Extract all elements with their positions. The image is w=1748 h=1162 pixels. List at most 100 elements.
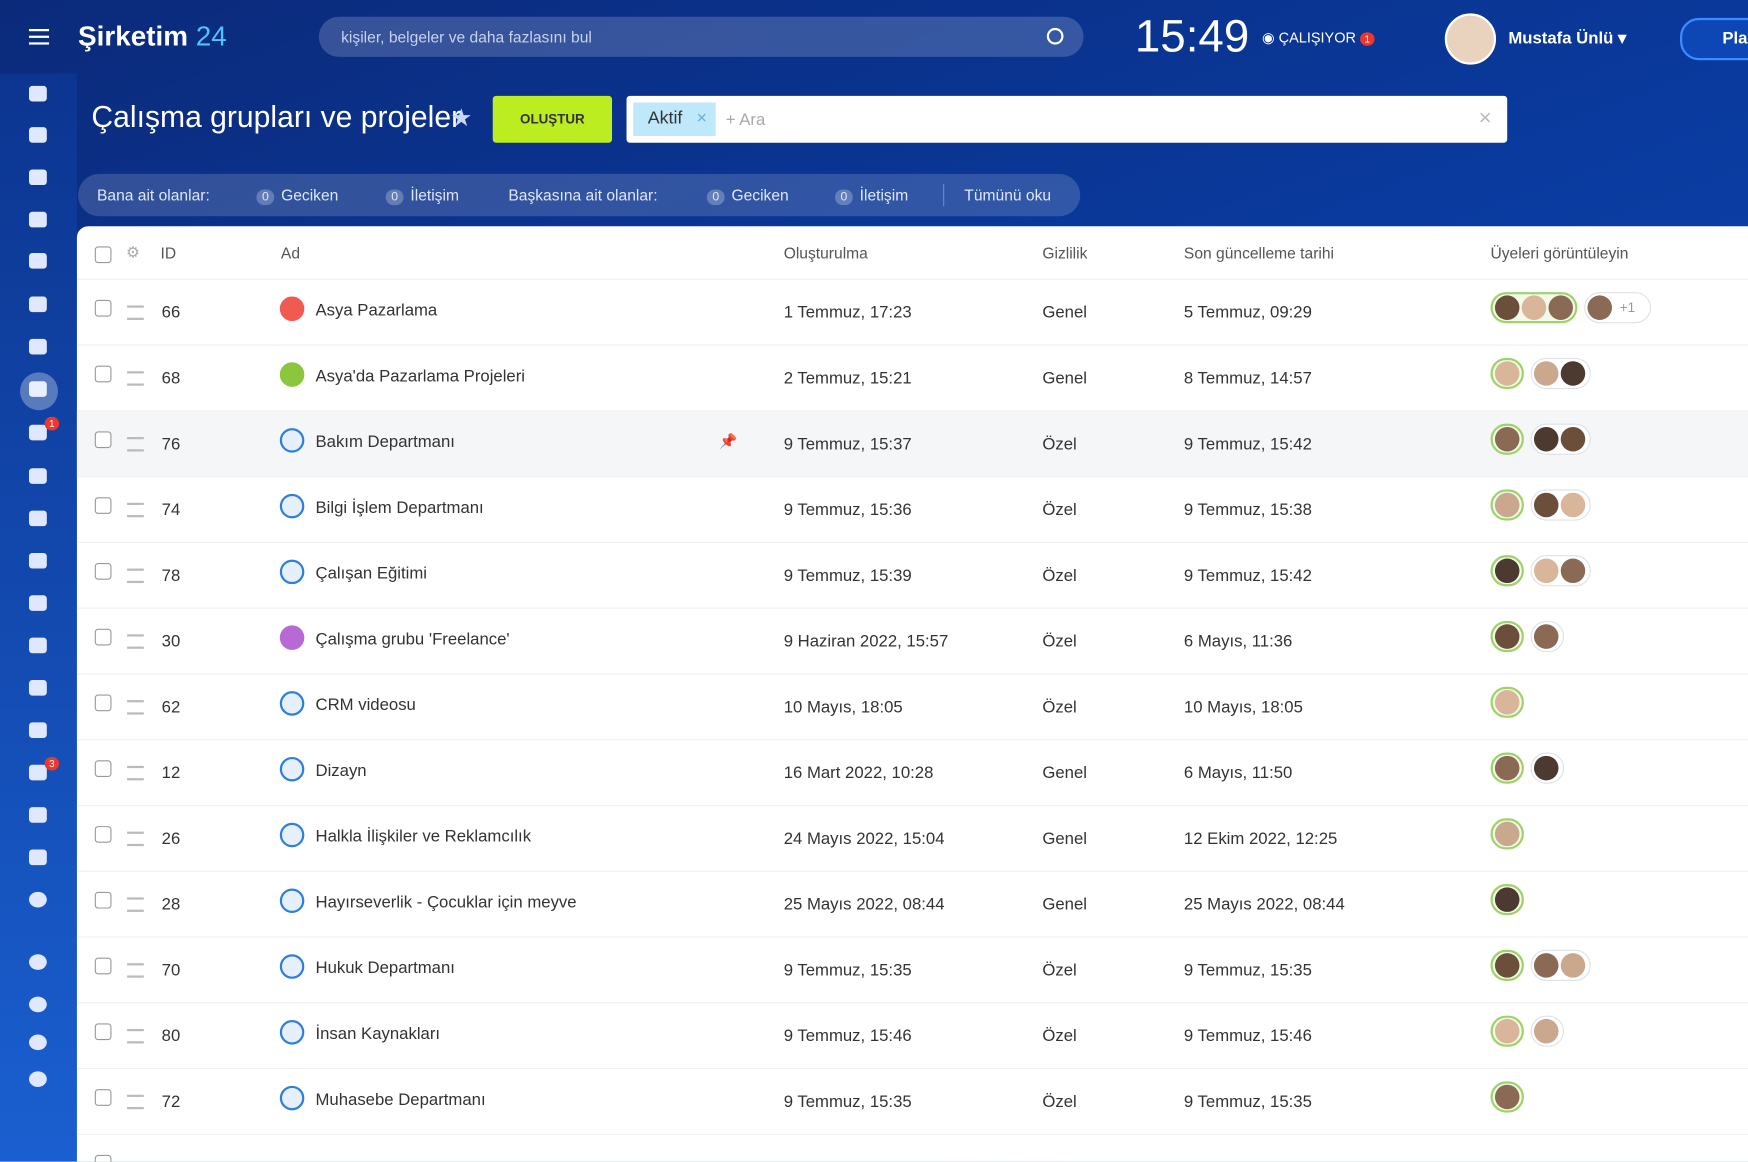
table-row[interactable]: 12 Dizayn 16 Mart 2022, 10:28 Genel 6 Mayıs,… xyxy=(76,740,1748,807)
row-checkbox[interactable] xyxy=(94,1154,112,1162)
nav-icon[interactable] xyxy=(28,807,47,823)
nav-icon[interactable] xyxy=(28,296,47,313)
group-name[interactable]: Çalışan Eğitimi xyxy=(315,564,428,584)
search-box[interactable]: kişiler, belgeler ve daha fazlasını bul xyxy=(318,16,1084,57)
counter[interactable]: 0 Geciken xyxy=(256,186,338,206)
table-row[interactable]: 66 Asya Pazarlama 1 Temmuz, 17:23 Genel 5 Te… xyxy=(76,280,1748,346)
user-menu[interactable]: Mustafa Ünlü ▾ xyxy=(1508,28,1627,48)
nav-icon[interactable] xyxy=(28,468,47,484)
drag-handle[interactable] xyxy=(127,1094,144,1110)
counter[interactable]: 0 İletişim xyxy=(834,186,908,206)
nav-icon[interactable] xyxy=(28,552,47,569)
column-header[interactable]: ID xyxy=(160,244,177,262)
group-name[interactable]: Bilgi İşlem Departmanı xyxy=(315,498,484,518)
nav-icon[interactable] xyxy=(28,891,47,908)
drag-handle[interactable] xyxy=(127,897,144,912)
table-row[interactable]: 72 Muhasebe Departmanı 9 Temmuz, 15:35 Özel… xyxy=(76,1069,1748,1135)
column-header[interactable]: Son güncelleme tarihi xyxy=(1183,244,1335,262)
nav-icon[interactable] xyxy=(28,381,47,397)
table-row[interactable]: 68 Asya'da Pazarlama Projeleri 2 Temmuz, 1… xyxy=(76,346,1748,412)
row-checkbox[interactable] xyxy=(94,299,112,317)
row-checkbox[interactable] xyxy=(94,365,112,383)
nav-icon[interactable] xyxy=(28,680,47,696)
extra-members[interactable]: +1 xyxy=(1619,299,1636,316)
row-checkbox[interactable] xyxy=(94,497,112,514)
drag-handle[interactable] xyxy=(127,502,144,518)
table-row[interactable]: 26 Halkla İlişkiler ve Reklamcılık 24 Mayı… xyxy=(76,806,1748,872)
nav-icon[interactable] xyxy=(28,424,47,441)
drag-handle[interactable] xyxy=(127,371,144,386)
drag-handle[interactable] xyxy=(127,634,144,649)
nav-active[interactable] xyxy=(20,372,58,411)
select-all[interactable] xyxy=(94,246,112,264)
drag-handle[interactable] xyxy=(127,1028,144,1044)
nav-icon[interactable] xyxy=(28,127,47,143)
filter-box[interactable]: Aktif × + Ara × xyxy=(626,95,1508,143)
group-name[interactable]: İnsan Kaynakları xyxy=(315,1024,441,1044)
group-name[interactable]: Hayırseverlik - Çocuklar için meyve xyxy=(315,892,577,912)
row-checkbox[interactable] xyxy=(94,1023,112,1041)
nav-icon[interactable] xyxy=(28,1034,47,1051)
table-row[interactable]: 30 Çalışma grubu 'Freelance' 9 Haziran 202… xyxy=(76,609,1748,675)
table-row[interactable]: 80 İnsan Kaynakları 9 Temmuz, 15:46 Özel 9 T… xyxy=(76,1003,1748,1070)
row-checkbox[interactable] xyxy=(94,957,112,975)
group-name[interactable]: CRM videosu xyxy=(315,695,416,715)
user-avatar[interactable] xyxy=(1444,13,1497,65)
pin-icon[interactable]: 📌 xyxy=(719,432,738,450)
work-status[interactable]: ◉ ÇALIŞIYOR 1 xyxy=(1262,29,1375,47)
create-button[interactable]: OLUŞTUR xyxy=(492,95,613,143)
drag-handle[interactable] xyxy=(127,568,144,584)
counter[interactable]: 0 Geciken xyxy=(706,186,789,206)
group-name[interactable]: Çalışma grubu 'Freelance' xyxy=(315,629,510,649)
menu-icon[interactable] xyxy=(28,28,50,45)
table-row[interactable]: 28 Hayırseverlik - Çocuklar için meyve 25 … xyxy=(76,872,1748,938)
nav-icon[interactable] xyxy=(28,637,47,654)
row-checkbox[interactable] xyxy=(94,760,112,778)
column-header[interactable]: Gizlilik xyxy=(1042,244,1088,262)
table-row[interactable]: 76 Bakım Departmanı 9 Temmuz, 15:37 Özel 9 T… xyxy=(76,411,1748,478)
group-name[interactable]: Bakım Departmanı xyxy=(315,432,455,452)
nav-icon[interactable] xyxy=(28,211,47,228)
column-header[interactable]: Üyeleri görüntüleyin xyxy=(1490,244,1629,262)
settings-icon[interactable]: ⚙ xyxy=(125,243,140,261)
drag-handle[interactable] xyxy=(127,700,144,715)
drag-handle[interactable] xyxy=(127,963,144,978)
column-header[interactable]: Ad xyxy=(280,244,301,262)
row-checkbox[interactable] xyxy=(94,826,112,843)
group-name[interactable]: Hukuk Departmanı xyxy=(315,958,455,978)
nav-icon[interactable] xyxy=(28,85,47,102)
counter-label[interactable]: Tümünü oku xyxy=(964,186,1052,205)
clear-icon[interactable]: × xyxy=(1478,105,1492,131)
logo[interactable]: Şirketim 24 xyxy=(78,21,227,53)
star[interactable]: ★ xyxy=(450,103,473,132)
row-checkbox[interactable] xyxy=(94,628,112,646)
drag-handle[interactable] xyxy=(127,831,144,847)
group-name[interactable]: Asya'da Pazarlama Projeleri xyxy=(315,366,526,386)
row-checkbox[interactable] xyxy=(94,1089,112,1106)
nav-icon[interactable] xyxy=(28,764,47,781)
group-name[interactable]: Halkla İlişkiler ve Reklamcılık xyxy=(315,827,532,847)
group-name[interactable]: Muhasebe Departmanı xyxy=(315,1090,486,1110)
table-row[interactable]: 62 CRM videosu 10 Mayıs, 18:05 Özel 10 Mayıs… xyxy=(76,674,1748,741)
row-checkbox[interactable] xyxy=(94,891,112,909)
counter[interactable]: 0 İletişim xyxy=(385,186,459,206)
table-row[interactable]: 78 Çalışan Eğitimi 9 Temmuz, 15:39 Özel 9 Te… xyxy=(76,543,1748,609)
column-header[interactable]: Oluşturulma xyxy=(783,244,868,262)
drag-handle[interactable] xyxy=(127,305,144,320)
nav-icon[interactable] xyxy=(28,338,47,355)
nav-icon[interactable] xyxy=(28,595,47,611)
drag-handle[interactable] xyxy=(127,765,144,781)
nav-icon[interactable] xyxy=(28,954,47,970)
row-checkbox[interactable] xyxy=(94,694,112,712)
nav-icon[interactable] xyxy=(28,849,47,866)
group-name[interactable]: Dizayn xyxy=(315,761,367,781)
table-row[interactable]: 74 Bilgi İşlem Departmanı 9 Temmuz, 15:36 Ö… xyxy=(76,477,1748,543)
drag-handle[interactable] xyxy=(127,437,144,452)
plan-button[interactable]: Pla xyxy=(1680,17,1748,61)
nav-icon[interactable] xyxy=(28,722,47,738)
nav-icon[interactable] xyxy=(28,169,47,186)
nav-icon[interactable] xyxy=(28,253,47,269)
nav-icon[interactable] xyxy=(28,996,47,1013)
nav-icon[interactable] xyxy=(28,510,47,527)
row-checkbox[interactable] xyxy=(94,562,112,580)
